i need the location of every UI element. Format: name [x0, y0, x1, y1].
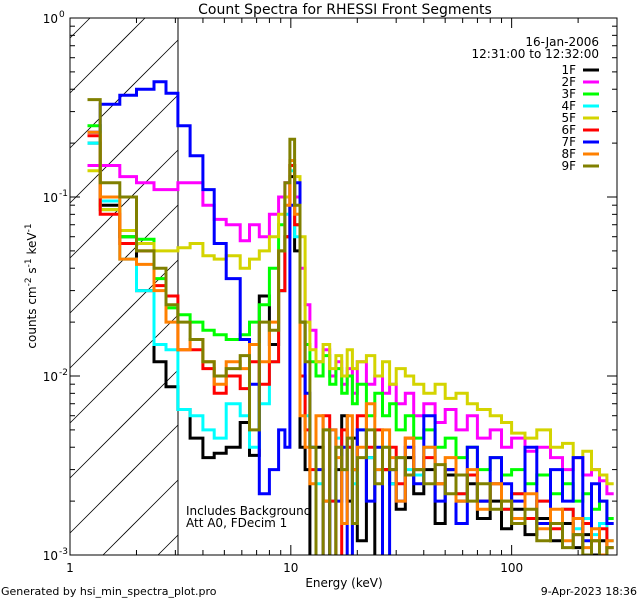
legend-label-4F: 4F	[561, 99, 576, 113]
legend-date: 16-Jan-2006	[525, 35, 599, 49]
series-2F	[87, 164, 614, 496]
x-tick-label: 100	[500, 561, 523, 575]
legend-label-5F: 5F	[561, 111, 576, 125]
hatch-line	[69, 369, 179, 479]
y-tick-label-exponent: -1	[59, 189, 68, 199]
y-tick-label-exponent: -3	[59, 547, 68, 557]
footer-timestamp: 9-Apr-2023 18:36	[541, 585, 637, 598]
hatch-line	[69, 424, 179, 534]
hatch-line	[69, 314, 179, 424]
legend-label-7F: 7F	[561, 135, 576, 149]
y-tick-label: 10	[43, 12, 58, 26]
hatch-line	[69, 94, 179, 204]
legend-label-6F: 6F	[561, 123, 576, 137]
hatch-line	[102, 479, 179, 556]
y-tick-label: 10	[43, 549, 58, 563]
series-8F	[87, 130, 614, 555]
y-tick-label: 10	[43, 370, 58, 384]
y-tick-label: 10	[43, 191, 58, 205]
y-tick-label-exponent: -2	[59, 368, 68, 378]
x-axis-label: Energy (keV)	[305, 576, 382, 590]
series-9F	[87, 98, 614, 555]
legend-label-8F: 8F	[561, 147, 576, 161]
hatch-line	[69, 149, 179, 259]
hatch-line	[157, 534, 179, 556]
footer-generated-by: Generated by hsi_min_spectra_plot.pro	[1, 585, 217, 598]
x-tick-label: 10	[283, 561, 298, 575]
hatch-line	[69, 17, 91, 39]
chart-title: Count Spectra for RHESSI Front Segments	[198, 2, 492, 18]
series-3F	[87, 124, 614, 520]
x-tick-label: 1	[66, 561, 74, 575]
hatch-line	[69, 259, 179, 369]
series-7F	[87, 80, 614, 555]
plot-frame	[69, 17, 618, 556]
annotation-attenuator: Att A0, FDecim 1	[186, 516, 287, 530]
legend-label-9F: 9F	[561, 159, 576, 173]
series-group	[87, 80, 614, 555]
legend-label-2F: 2F	[561, 75, 576, 89]
legend-label-1F: 1F	[561, 63, 576, 77]
legend-label-3F: 3F	[561, 87, 576, 101]
series-1F	[87, 141, 609, 555]
legend-time-range: 12:31:00 to 12:32:00	[472, 47, 599, 61]
series-4F	[87, 141, 614, 543]
hatch-line	[69, 17, 146, 94]
annotation-background: Includes Background	[186, 504, 311, 518]
y-tick-label-exponent: 0	[59, 10, 65, 20]
y-axis-label: counts cm-2 s-1 keV-1	[24, 223, 39, 348]
